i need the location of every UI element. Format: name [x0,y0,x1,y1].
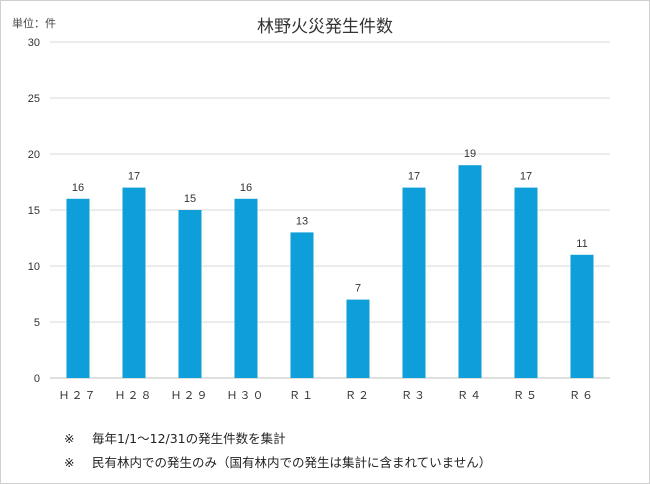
bar [66,198,90,378]
note-mark: ※ [64,455,75,470]
x-tick-label: Ｒ４ [457,389,483,402]
data-label: 11 [576,238,587,250]
bar [122,187,146,378]
x-tick-label: Ｈ２８ [115,389,154,402]
data-label: 7 [355,283,361,295]
note-mark: ※ [64,431,75,446]
data-label: 13 [296,215,308,227]
bar [570,254,594,378]
note-2: ※ 民有林内での発生のみ（国有林内での発生は集計に含まれていません） [64,452,491,471]
y-tick-label: 10 [28,261,40,273]
x-tick-label: Ｒ２ [345,389,371,402]
bar [458,165,482,378]
note-1: ※ 毎年1/1～12/31の発生件数を集計 [64,428,286,447]
bar [178,210,202,378]
bar [290,232,314,378]
x-tick-label: Ｈ３０ [227,389,266,402]
unit-label: 単位：件 [12,17,56,30]
x-tick-label: Ｒ６ [569,389,595,402]
x-tick-label: Ｈ２７ [59,389,98,402]
bar [402,187,426,378]
data-label: 16 [240,182,252,194]
note-text: 民有林内での発生のみ（国有林内での発生は集計に含まれていません） [92,455,492,470]
x-tick-label: Ｒ５ [513,389,539,402]
data-label: 17 [408,171,420,183]
data-label: 16 [72,182,84,194]
data-label: 17 [128,171,140,183]
data-label: 19 [464,148,476,160]
note-text: 毎年1/1～12/31の発生件数を集計 [92,431,286,446]
chart-title: 林野火災発生件数 [257,17,393,37]
x-tick-label: Ｒ３ [401,389,427,402]
y-tick-label: 0 [34,373,40,385]
y-tick-label: 25 [28,93,40,105]
y-tick-label: 15 [28,205,40,217]
y-tick-label: 5 [34,317,40,329]
data-label: 15 [184,193,196,205]
y-tick-label: 30 [28,37,40,49]
x-tick-label: Ｒ１ [289,389,315,402]
bar [514,187,538,378]
bar [346,299,370,378]
bar [234,198,258,378]
x-tick-label: Ｈ２９ [171,389,210,402]
data-label: 17 [520,171,532,183]
y-tick-label: 20 [28,149,40,161]
